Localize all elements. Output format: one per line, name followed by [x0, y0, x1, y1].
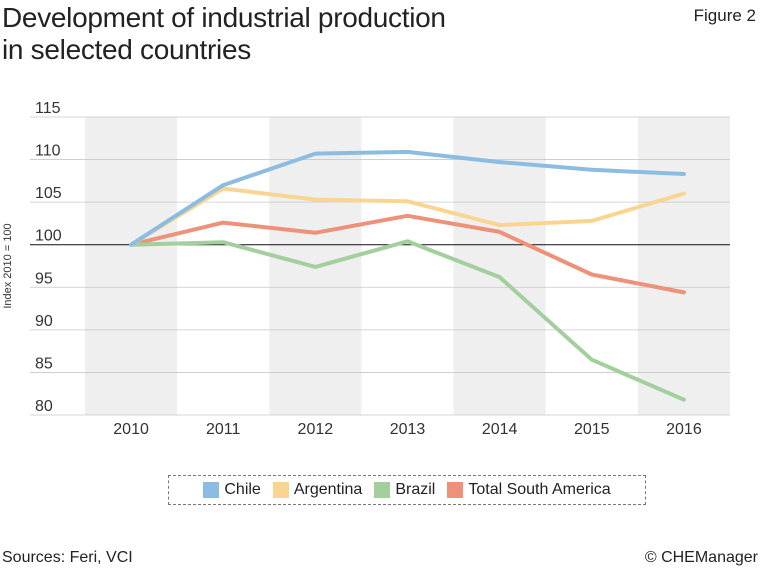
legend-label-argentina: Argentina	[293, 481, 363, 498]
x-axis-ticks: 2010 2011 2012 2013 2014 2015 2016	[113, 421, 702, 438]
y-tick-95: 95	[35, 270, 53, 287]
x-tick-2016: 2016	[666, 421, 702, 438]
x-tick-2013: 2013	[390, 421, 426, 438]
legend-item-total-south-america: Total South America	[447, 481, 611, 499]
legend-swatch-total-south-america	[447, 482, 464, 498]
y-tick-105: 105	[35, 185, 62, 202]
legend-label-chile: Chile	[224, 481, 261, 498]
series-line-chile	[129, 149, 686, 247]
x-tick-2015: 2015	[574, 421, 610, 438]
y-axis-label: Index 2010 = 100	[2, 223, 14, 308]
chart-title: Development of industrial production in …	[2, 2, 446, 66]
copyright-note: © CHEManager	[644, 549, 758, 566]
y-axis-ticks: 115 110 105 100 95 90 85 80	[35, 100, 62, 415]
legend: Chile Argentina Brazil Total South Ameri…	[168, 475, 646, 505]
x-tick-2011: 2011	[206, 421, 241, 438]
chart-title-line2: in selected countries	[2, 34, 251, 65]
x-tick-2010: 2010	[113, 421, 149, 438]
legend-swatch-brazil	[374, 482, 391, 498]
legend-swatch-argentina	[272, 482, 289, 498]
chart-title-line1: Development of industrial production	[2, 2, 446, 33]
legend-item-argentina: Argentina	[272, 481, 363, 499]
legend-label-total-south-america: Total South America	[468, 481, 611, 498]
series-line-brazil	[129, 239, 686, 402]
band-2010	[85, 117, 178, 415]
legend-item-chile: Chile	[203, 481, 261, 499]
legend-swatch-chile	[203, 482, 220, 498]
y-tick-80: 80	[35, 398, 53, 415]
x-tick-2012: 2012	[298, 421, 334, 438]
y-tick-115: 115	[35, 100, 61, 117]
x-tick-2014: 2014	[482, 421, 518, 438]
legend-label-brazil: Brazil	[395, 481, 436, 498]
background-bands	[85, 117, 730, 415]
source-note: Sources: Feri, VCI	[2, 549, 133, 566]
legend-item-brazil: Brazil	[374, 481, 435, 499]
y-tick-110: 110	[35, 143, 61, 160]
y-tick-100: 100	[35, 228, 62, 245]
series-line-total-south-america	[129, 213, 686, 295]
y-tick-85: 85	[35, 355, 53, 372]
series-lines	[129, 149, 686, 402]
figure-label: Figure 2	[693, 6, 756, 25]
series-line-argentina	[129, 186, 686, 247]
band-2016	[637, 117, 730, 415]
y-tick-90: 90	[35, 313, 53, 330]
